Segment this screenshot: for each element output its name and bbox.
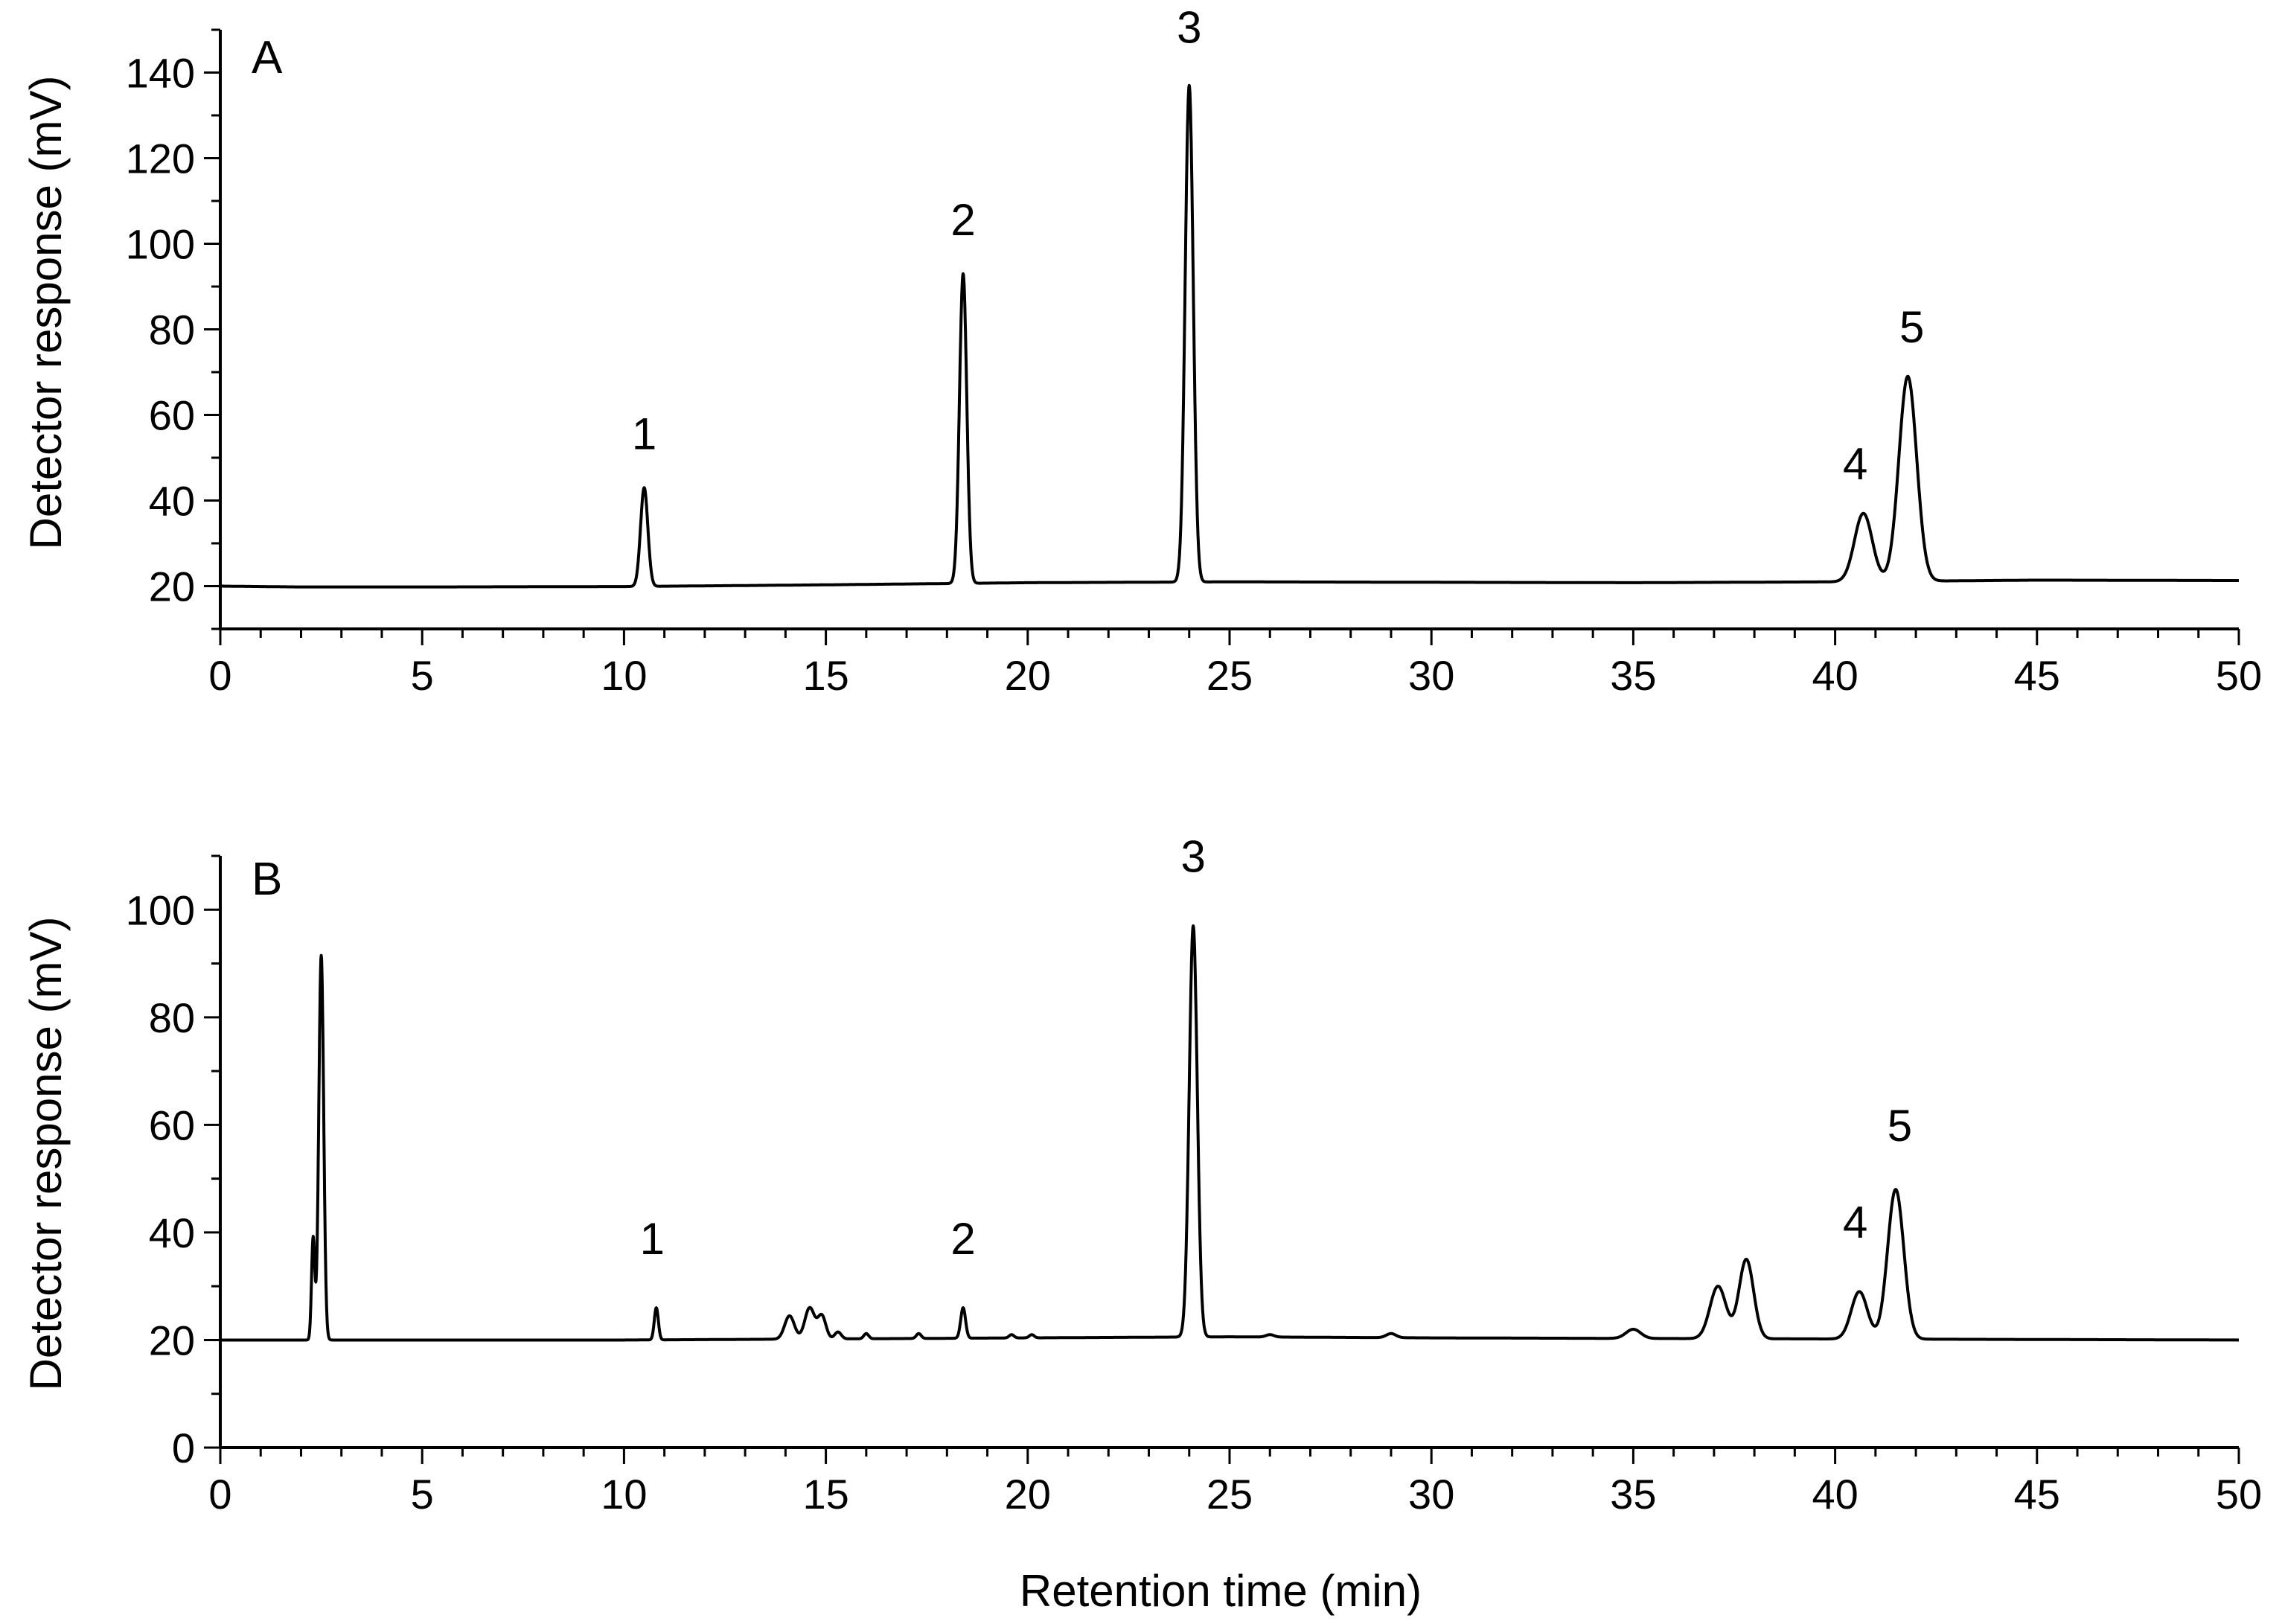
y-tick-label: 80 <box>149 307 195 354</box>
panel-a-y-axis-title: Detector response (mV) <box>21 76 71 550</box>
x-tick-label: 0 <box>208 652 231 699</box>
y-tick-label: 100 <box>126 886 195 933</box>
y-tick-label: 60 <box>149 392 195 439</box>
panel-b-y-axis: 0 20 40 60 80 100 <box>126 854 222 1471</box>
peak-label-3: 3 <box>1180 832 1205 882</box>
x-tick-label: 30 <box>1408 652 1454 699</box>
x-tick-label: 5 <box>411 1471 434 1518</box>
x-tick-label: 0 <box>208 1471 231 1518</box>
panel-a-chromatogram-trace <box>219 83 2240 589</box>
panel-b-x-axis: 0 5 10 15 20 25 30 35 40 45 50 <box>208 1446 2262 1518</box>
y-tick-label: 20 <box>149 563 195 610</box>
x-tick-label: 25 <box>1206 652 1253 699</box>
x-tick-label: 45 <box>2014 652 2060 699</box>
x-tick-label: 10 <box>601 1471 647 1518</box>
peak-label-4: 4 <box>1843 1198 1867 1247</box>
panel-a-y-axis: 20 40 60 80 100 120 140 <box>126 28 222 630</box>
x-tick-label: 20 <box>1005 652 1051 699</box>
x-tick-label: 15 <box>802 1471 848 1518</box>
peak-label-2: 2 <box>950 195 975 245</box>
x-tick-label: 25 <box>1206 1471 1253 1518</box>
x-tick-label: 50 <box>2216 1471 2262 1518</box>
y-tick-label: 60 <box>149 1102 195 1148</box>
peak-label-4: 4 <box>1843 439 1867 489</box>
panel-a-x-axis: 0 5 10 15 20 25 30 35 40 45 50 <box>208 627 2262 699</box>
x-tick-label: 5 <box>411 652 434 699</box>
peak-label-1: 1 <box>640 1214 665 1264</box>
x-tick-label: 40 <box>1812 652 1858 699</box>
panel-a-letter: A <box>252 32 283 83</box>
peak-label-2: 2 <box>950 1214 975 1264</box>
x-tick-label: 40 <box>1812 1471 1858 1518</box>
peak-label-1: 1 <box>632 409 656 459</box>
y-tick-label: 140 <box>126 50 195 97</box>
x-tick-label: 10 <box>601 652 647 699</box>
peak-label-3: 3 <box>1177 2 1201 52</box>
x-tick-label: 15 <box>802 652 848 699</box>
peak-label-5: 5 <box>1888 1101 1912 1151</box>
x-tick-label: 20 <box>1005 1471 1051 1518</box>
x-axis-title: Retention time (min) <box>1020 1566 1422 1616</box>
panel-b-y-axis-title: Detector response (mV) <box>21 917 71 1391</box>
panel-b-chromatogram-trace <box>219 924 2240 1342</box>
x-tick-label: 30 <box>1408 1471 1454 1518</box>
x-tick-label: 35 <box>1610 652 1656 699</box>
y-tick-label: 40 <box>149 1209 195 1256</box>
panel-b-peak-labels: 1 2 3 45 <box>640 832 1912 1264</box>
peak-label-5: 5 <box>1899 302 1924 352</box>
panel-a-peak-labels: 1 2 3 4 5 <box>632 2 1925 489</box>
panel-b-letter: B <box>252 854 282 905</box>
y-tick-label: 40 <box>149 478 195 525</box>
x-tick-label: 35 <box>1610 1471 1656 1518</box>
y-tick-label: 80 <box>149 994 195 1041</box>
y-tick-label: 20 <box>149 1317 195 1364</box>
y-tick-label: 0 <box>172 1425 195 1471</box>
y-tick-label: 120 <box>126 135 195 182</box>
x-tick-label: 50 <box>2216 652 2262 699</box>
y-tick-label: 100 <box>126 221 195 268</box>
x-tick-label: 45 <box>2014 1471 2060 1518</box>
